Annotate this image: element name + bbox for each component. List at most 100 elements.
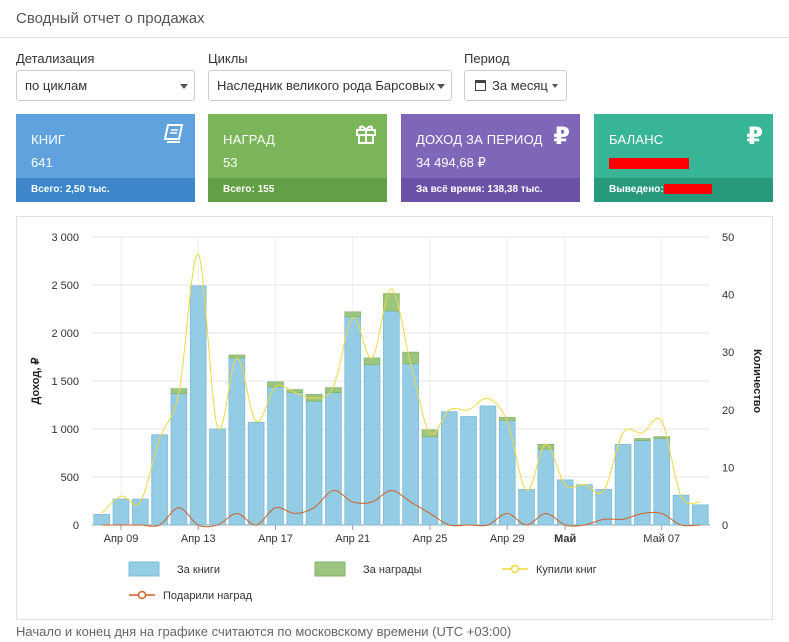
detail-select[interactable]: по циклам [16, 70, 195, 101]
legend-swatch [128, 561, 160, 577]
bar-books [189, 285, 207, 526]
bar-books [576, 484, 593, 526]
detail-select-value: по циклам [25, 78, 88, 93]
bar-awards [363, 357, 381, 366]
calendar-icon [475, 80, 486, 91]
bar-books [672, 494, 690, 526]
y-right-tick-label: 40 [722, 290, 734, 302]
card-footer: Всего: 155 [208, 178, 387, 202]
y-right-tick-label: 0 [722, 520, 728, 532]
bar-books [692, 504, 709, 526]
bar-books [131, 498, 149, 526]
bar-awards [344, 311, 362, 318]
ruble-icon: ₽ [553, 123, 570, 150]
y-left-axis-title: Доход, ₽ [30, 358, 42, 405]
bar-books [247, 421, 265, 526]
bar-books [614, 443, 632, 526]
y-right-tick-label: 30 [722, 347, 734, 359]
bar-books [363, 364, 381, 526]
x-tick-label: Апр 25 [413, 533, 448, 545]
cycles-select[interactable]: Наследник великого рода Барсовых [208, 70, 452, 101]
card-caption: ДОХОД ЗА ПЕРИОД [416, 132, 543, 147]
bar-books [498, 419, 516, 526]
bar-books [595, 489, 613, 526]
legend-label: За награды [363, 564, 422, 576]
y-left-tick-label: 1 500 [51, 376, 79, 388]
x-tick-label: Апр 21 [335, 533, 370, 545]
period-value: За месяц [492, 78, 548, 93]
card-caption: БАЛАНС [609, 132, 664, 147]
sales-chart: 0 500 1 000 1 500 2 000 2 500 3 000 0 10 20 30 40 50… [16, 216, 773, 620]
period-label: Период [464, 51, 510, 66]
bar-books [479, 405, 497, 526]
legend-marker [510, 564, 520, 574]
y-left-tick-label: 3 000 [51, 232, 79, 244]
legend-label: Купили книг [536, 564, 597, 576]
period-dropdown[interactable]: За месяц [464, 70, 567, 101]
balance-card: БАЛАНС ₽ Выведено: [594, 114, 773, 202]
books-card: КНИГ 641 Всего: 2,50 тыс. [16, 114, 195, 202]
card-value: 641 [31, 155, 53, 170]
chart-canvas: 0 500 1 000 1 500 2 000 2 500 3 000 0 10 20 30 40 50… [30, 232, 763, 602]
card-footer: За всё время: 138,38 тыс. [401, 178, 580, 202]
card-footer: Всего: 2,50 тыс. [16, 178, 195, 202]
income-card: ДОХОД ЗА ПЕРИОД 34 494,68 ₽ ₽ За всё вре… [401, 114, 580, 202]
bar-awards [537, 443, 555, 450]
x-tick-label: Апр 29 [490, 533, 525, 545]
bar-books [286, 392, 304, 526]
x-tick-label: Май [554, 533, 576, 545]
bar-awards [383, 293, 400, 312]
bar-awards [634, 438, 651, 441]
chevron-down-icon [437, 84, 445, 89]
y-right-tick-label: 20 [722, 405, 734, 417]
bar-awards [267, 381, 284, 388]
redaction-mark [663, 184, 712, 195]
awards-card: НАГРАД 53 Всего: 155 [208, 114, 387, 202]
legend-label: За книги [177, 564, 220, 576]
bar-awards [498, 417, 516, 421]
bar-books [556, 479, 574, 526]
x-tick-label: Апр 17 [258, 533, 293, 545]
chevron-down-icon [180, 84, 188, 89]
legend-marker [137, 590, 147, 600]
x-tick-label: Май 07 [643, 533, 680, 545]
bar-books [228, 357, 246, 526]
card-value: 53 [223, 155, 238, 170]
y-left-tick-label: 0 [73, 520, 79, 532]
page-header: Сводный отчет о продажах [0, 0, 789, 38]
card-value [609, 155, 689, 170]
timezone-footnote: Начало и конец дня на графике считаются … [16, 624, 512, 639]
page-title: Сводный отчет о продажах [16, 10, 205, 27]
bar-books [305, 400, 323, 526]
legend-swatch [314, 561, 346, 577]
bar-books [460, 416, 477, 526]
cycles-label: Циклы [208, 51, 248, 66]
bar-books [421, 436, 439, 526]
bar-books [93, 514, 110, 526]
bar-awards [653, 436, 671, 439]
y-right-axis-title: Количество [751, 349, 763, 413]
bar-books [344, 316, 362, 526]
bar-books [653, 438, 671, 526]
bar-books [112, 498, 130, 526]
bar-awards [325, 387, 342, 393]
line-gifted-awards [101, 489, 701, 528]
line-bought-books [101, 253, 701, 514]
bar-books [267, 386, 284, 526]
y-left-tick-label: 2 000 [51, 328, 79, 340]
bar-books [325, 392, 342, 526]
y-left-tick-label: 500 [61, 472, 79, 484]
redaction-mark [609, 158, 689, 170]
ruble-icon: ₽ [746, 123, 763, 150]
y-right-tick-label: 10 [722, 462, 734, 474]
y-left-tick-label: 2 500 [51, 280, 79, 292]
gift-icon [355, 122, 377, 151]
card-value: 34 494,68 ₽ [416, 155, 486, 170]
y-right-tick-label: 50 [722, 232, 734, 244]
chevron-down-icon [552, 84, 558, 88]
bar-books [440, 411, 458, 526]
book-icon [163, 122, 185, 150]
cycles-select-value: Наследник великого рода Барсовых [217, 78, 435, 93]
x-tick-label: Апр 13 [181, 533, 216, 545]
card-footer: Выведено: [594, 178, 773, 202]
